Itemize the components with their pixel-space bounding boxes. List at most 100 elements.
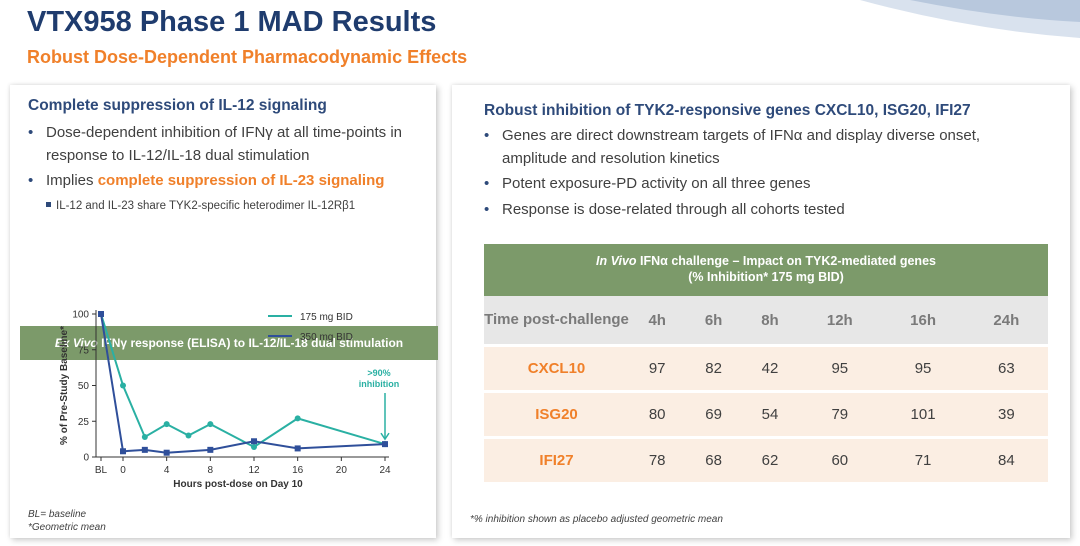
x-tick-label: 0 xyxy=(120,465,126,476)
left-panel-heading: Complete suppression of IL-12 signaling xyxy=(28,97,327,114)
y-tick-label: 100 xyxy=(72,310,89,321)
table-cell: 84 xyxy=(964,436,1048,482)
data-point-175mg xyxy=(141,433,148,440)
table-cell: 39 xyxy=(964,390,1048,436)
left-bullet-list: Dose-dependent inhibition of IFNγ at all… xyxy=(28,122,428,196)
data-point-350mg xyxy=(120,448,126,455)
table-title: In Vivo IFNα challenge – Impact on TYK2-… xyxy=(484,253,1048,269)
page-title: VTX958 Phase 1 MAD Results xyxy=(27,6,437,38)
table-cell: 68 xyxy=(685,436,742,482)
data-point-175mg xyxy=(207,421,214,428)
table-header-bar: In Vivo IFNα challenge – Impact on TYK2-… xyxy=(484,244,1048,296)
y-tick-label: 75 xyxy=(78,345,90,356)
gene-inhibition-table: Time post-challenge 4h 6h 8h 12h 16h 24h… xyxy=(484,296,1048,482)
table-title-italic: In Vivo xyxy=(596,254,637,268)
data-point-350mg xyxy=(163,449,170,456)
footnote-baseline: BL= baseline xyxy=(28,509,87,520)
y-tick-label: 0 xyxy=(83,453,89,464)
right-bullet-3: Response is dose-related through all coh… xyxy=(484,199,1004,222)
x-tick-label: 12 xyxy=(248,465,260,476)
data-point-350mg xyxy=(294,445,301,452)
series-line-350mg xyxy=(100,313,386,454)
table-cell: 62 xyxy=(741,436,799,482)
x-tick-label: 24 xyxy=(379,465,391,476)
data-point-350mg xyxy=(251,438,257,445)
legend-label-350mg: 350 mg BID xyxy=(300,332,353,343)
table-cell: 80 xyxy=(629,390,686,436)
x-tick-label: 20 xyxy=(336,465,348,476)
table-cell: 63 xyxy=(964,344,1048,390)
right-footnote: *% inhibition shown as placebo adjusted … xyxy=(470,514,723,525)
column-header: 24h xyxy=(964,296,1048,344)
table-cell: 82 xyxy=(685,344,742,390)
column-header: 4h xyxy=(629,296,686,344)
table-row: CXCL10 97 82 42 95 95 63 xyxy=(484,344,1048,390)
square-bullet-icon xyxy=(46,202,51,208)
left-bullet-2-prefix: Implies xyxy=(46,172,98,189)
chart-header-text: IFNγ response (ELISA) to IL-12/IL-18 dua… xyxy=(97,336,404,350)
table-cell: 97 xyxy=(629,344,686,390)
data-point-350mg xyxy=(382,441,388,448)
column-header: 8h xyxy=(741,296,799,344)
x-axis-label: Hours post-dose on Day 10 xyxy=(173,479,303,490)
gene-name-cell: CXCL10 xyxy=(484,344,629,390)
data-point-175mg xyxy=(163,421,170,428)
right-panel: Robust inhibition of TYK2-responsive gen… xyxy=(452,85,1070,538)
table-cell: 69 xyxy=(685,390,742,436)
y-axis-label: % of Pre-Study Baseline* xyxy=(59,326,70,445)
y-tick-label: 50 xyxy=(78,381,90,392)
column-header: 6h xyxy=(685,296,742,344)
left-bullet-1: Dose-dependent inhibition of IFNγ at all… xyxy=(28,122,428,167)
data-point-175mg xyxy=(294,415,301,422)
page-subtitle: Robust Dose-Dependent Pharmacodynamic Ef… xyxy=(27,47,468,67)
x-tick-label: BL xyxy=(95,465,108,476)
table-title-text: IFNα challenge – Impact on TYK2-mediated… xyxy=(636,254,936,268)
table-cell: 54 xyxy=(741,390,799,436)
data-point-350mg xyxy=(141,446,148,453)
data-point-175mg xyxy=(251,443,257,450)
table-cell: 95 xyxy=(881,344,965,390)
gene-name-cell: ISG20 xyxy=(484,390,629,436)
data-point-350mg xyxy=(207,446,214,453)
column-header: 16h xyxy=(881,296,965,344)
right-bullet-1: Genes are direct downstream targets of I… xyxy=(484,125,1004,170)
left-panel: Complete suppression of IL-12 signaling … xyxy=(10,85,438,538)
chart-header-bar: Ex Vivo IFNγ response (ELISA) to IL-12/I… xyxy=(20,326,438,360)
table-cell: 42 xyxy=(741,344,799,390)
gene-name-cell: IFI27 xyxy=(484,436,629,482)
x-tick-label: 4 xyxy=(164,465,170,476)
annotation-line1: >90% xyxy=(367,368,390,378)
table-cell: 78 xyxy=(629,436,686,482)
table-cell: 71 xyxy=(881,436,965,482)
data-point-350mg xyxy=(98,311,104,317)
annotation-arrow-head-icon xyxy=(380,432,390,441)
annotation-line2: inhibition xyxy=(359,379,400,389)
left-bullet-2-highlight: complete suppression of IL-23 signaling xyxy=(97,172,385,189)
left-sub-bullet-text: IL-12 and IL-23 share TYK2-specific hete… xyxy=(56,200,356,212)
data-point-175mg xyxy=(185,432,192,439)
left-sub-bullet: IL-12 and IL-23 share TYK2-specific hete… xyxy=(46,200,355,212)
corner-swoosh-decoration xyxy=(860,0,1080,38)
column-header: 12h xyxy=(798,296,882,344)
table-cell: 79 xyxy=(798,390,882,436)
table-cell: 101 xyxy=(881,390,965,436)
right-panel-heading: Robust inhibition of TYK2-responsive gen… xyxy=(484,102,971,119)
table-subtitle: (% Inhibition* 175 mg BID) xyxy=(688,270,844,284)
x-tick-label: 16 xyxy=(292,465,304,476)
footnote-geometric-mean: *Geometric mean xyxy=(28,522,106,533)
row-header-cell: Time post-challenge xyxy=(484,296,629,344)
table-row: ISG20 80 69 54 79 101 39 xyxy=(484,390,1048,436)
line-chart: 0 25 50 75 100 BL 0 4 8 12 16 20 24 Hours post-dose o… xyxy=(59,310,400,491)
table-header-row: Time post-challenge 4h 6h 8h 12h 16h 24h xyxy=(484,296,1048,344)
right-bullet-list: Genes are direct downstream targets of I… xyxy=(484,125,1004,224)
y-tick-label: 25 xyxy=(78,417,90,428)
left-bullet-2: Implies complete suppression of IL-23 si… xyxy=(28,170,428,193)
table-cell: 95 xyxy=(798,344,882,390)
table-row: IFI27 78 68 62 60 71 84 xyxy=(484,436,1048,482)
chart-header-italic: Ex Vivo xyxy=(54,336,98,350)
data-point-175mg xyxy=(120,382,126,389)
left-footnotes: BL= baseline *Geometric mean xyxy=(28,508,106,534)
table-cell: 60 xyxy=(798,436,882,482)
legend-label-175mg: 175 mg BID xyxy=(300,312,353,323)
x-tick-label: 8 xyxy=(208,465,214,476)
